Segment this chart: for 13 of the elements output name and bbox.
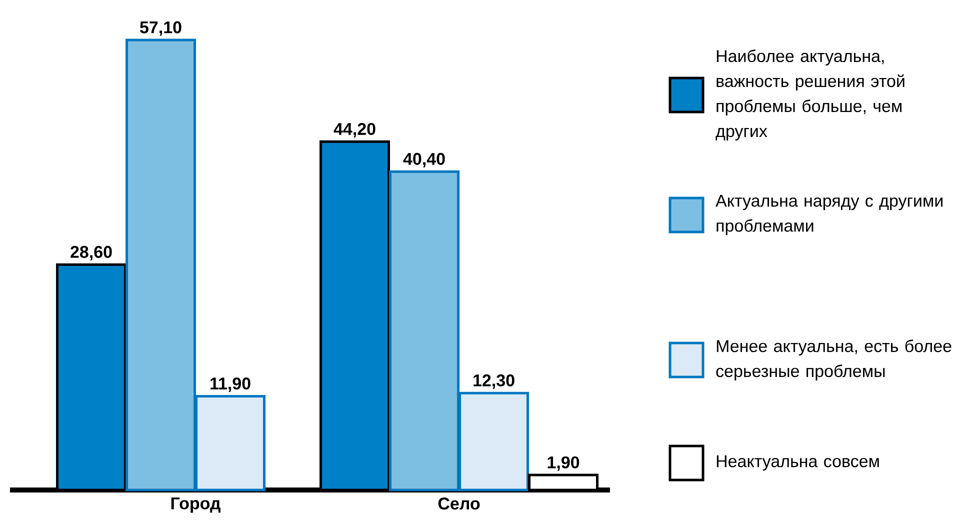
- legend-label: Неактуальна совсем: [716, 455, 879, 471]
- data-label: 1,90: [548, 456, 580, 471]
- data-label: 57,10: [140, 21, 182, 36]
- x-tick-label: Город: [171, 498, 220, 513]
- x-tick-label: Село: [438, 498, 480, 510]
- legend-label: Менее актуальна, есть более серьезные проблемы: [716, 340, 952, 380]
- data-label: 28,60: [70, 246, 112, 260]
- data-label: 44,20: [334, 122, 376, 138]
- data-label: 40,40: [403, 152, 445, 168]
- data-label: 12,30: [474, 374, 514, 389]
- data-label: 11,90: [210, 378, 250, 392]
- legend-label: Наиболее актуальна, важность решения этой проблемы больше, чем других: [716, 50, 904, 140]
- legend-label: Актуальна наряду с другими проблемами: [716, 194, 942, 236]
